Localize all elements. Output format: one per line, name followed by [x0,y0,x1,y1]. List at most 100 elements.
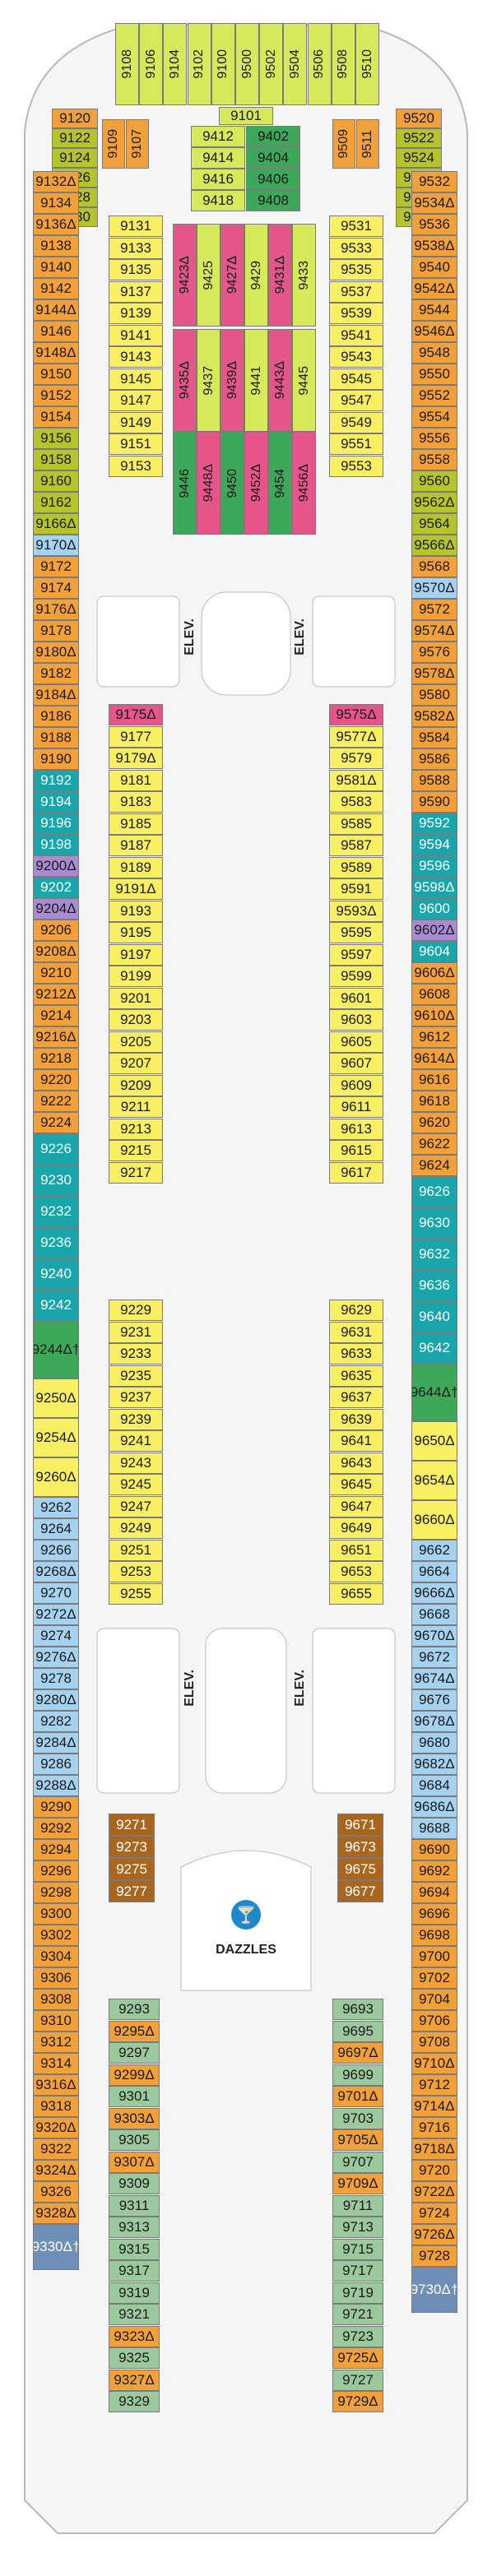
cabin-9727[interactable]: 9727 [332,2369,383,2391]
cabin-9188[interactable]: 9188 [33,727,79,748]
cabin-9617[interactable]: 9617 [329,1161,383,1184]
cabin-9198[interactable]: 9198 [33,834,79,855]
cabin-9108[interactable]: 9108 [115,23,139,105]
cabin-9232[interactable]: 9232 [33,1196,79,1227]
cabin-9676[interactable]: 9676 [411,1689,457,1711]
cabin-9611[interactable]: 9611 [329,1096,383,1118]
cabin-9429[interactable]: 9429 [244,224,268,327]
cabin-9707[interactable]: 9707 [332,2151,383,2173]
cabin-9654[interactable]: 9654Δ [411,1461,457,1500]
cabin-9322[interactable]: 9322 [33,2138,79,2160]
cabin-9647[interactable]: 9647 [329,1495,383,1517]
cabin-9509[interactable]: 9509 [332,119,355,169]
cabin-9670[interactable]: 9670Δ [411,1625,457,1647]
cabin-9150[interactable]: 9150 [33,364,79,385]
cabin-9542[interactable]: 9542Δ [411,278,457,299]
cabin-9441[interactable]: 9441 [244,329,268,432]
cabin-9713[interactable]: 9713 [332,2217,383,2238]
cabin-9612[interactable]: 9612 [411,1026,457,1048]
cabin-9147[interactable]: 9147 [109,390,163,411]
cabin-9271[interactable]: 9271 [109,1814,155,1836]
cabin-9199[interactable]: 9199 [109,966,163,987]
cabin-9302[interactable]: 9302 [33,1925,79,1946]
cabin-9698[interactable]: 9698 [411,1925,457,1946]
cabin-9176[interactable]: 9176Δ [33,599,79,620]
cabin-9192[interactable]: 9192 [33,770,79,791]
cabin-9425[interactable]: 9425 [197,224,220,327]
cabin-9595[interactable]: 9595 [329,922,383,943]
cabin-9320[interactable]: 9320Δ [33,2117,79,2138]
cabin-9693[interactable]: 9693 [332,1999,383,2020]
cabin-9237[interactable]: 9237 [109,1387,163,1408]
cabin-9314[interactable]: 9314 [33,2053,79,2074]
cabin-9249[interactable]: 9249 [109,1517,163,1539]
cabin-9307[interactable]: 9307Δ [109,2151,160,2173]
cabin-9182[interactable]: 9182 [33,663,79,684]
cabin-9570[interactable]: 9570Δ [411,577,457,599]
cabin-9189[interactable]: 9189 [109,856,163,878]
cabin-9697[interactable]: 9697Δ [332,2042,383,2064]
cabin-9655[interactable]: 9655 [329,1582,383,1605]
cabin-9226[interactable]: 9226 [33,1133,79,1165]
cabin-9326[interactable]: 9326 [33,2181,79,2203]
cabin-9408[interactable]: 9408 [246,190,300,211]
cabin-9433[interactable]: 9433 [292,224,316,327]
cabin-9680[interactable]: 9680 [411,1732,457,1754]
cabin-9220[interactable]: 9220 [33,1069,79,1091]
cabin-9207[interactable]: 9207 [109,1053,163,1074]
cabin-9277[interactable]: 9277 [109,1880,155,1902]
cabin-9194[interactable]: 9194 [33,791,79,813]
cabin-9614[interactable]: 9614Δ [411,1048,457,1069]
cabin-9301[interactable]: 9301 [109,2086,160,2107]
cabin-9160[interactable]: 9160 [33,470,79,492]
cabin-9439[interactable]: 9439Δ [220,329,244,432]
cabin-9606[interactable]: 9606Δ [411,962,457,984]
cabin-9297[interactable]: 9297 [109,2042,160,2064]
cabin-9618[interactable]: 9618 [411,1091,457,1112]
cabin-9642[interactable]: 9642 [411,1332,457,1364]
cabin-9700[interactable]: 9700 [411,1946,457,1967]
cabin-9229[interactable]: 9229 [109,1300,163,1321]
cabin-9708[interactable]: 9708 [411,2032,457,2053]
cabin-9710[interactable]: 9710Δ [411,2053,457,2074]
cabin-9312[interactable]: 9312 [33,2032,79,2053]
cabin-9553[interactable]: 9553 [329,455,383,477]
cabin-9548[interactable]: 9548 [411,342,457,364]
cabin-9558[interactable]: 9558 [411,449,457,470]
cabin-9578[interactable]: 9578Δ [411,663,457,684]
cabin-9185[interactable]: 9185 [109,813,163,835]
cabin-9592[interactable]: 9592 [411,813,457,834]
cabin-9660[interactable]: 9660Δ [411,1500,457,1540]
cabin-9725[interactable]: 9725Δ [332,2347,383,2369]
cabin-9692[interactable]: 9692 [411,1860,457,1882]
cabin-9300[interactable]: 9300 [33,1903,79,1925]
cabin-9293[interactable]: 9293 [109,1999,160,2020]
cabin-9224[interactable]: 9224 [33,1112,79,1133]
cabin-9299[interactable]: 9299Δ [109,2064,160,2086]
cabin-9717[interactable]: 9717 [332,2260,383,2282]
cabin-9566[interactable]: 9566Δ [411,535,457,556]
cabin-9609[interactable]: 9609 [329,1074,383,1096]
cabin-9151[interactable]: 9151 [109,433,163,455]
cabin-9629[interactable]: 9629 [329,1300,383,1321]
cabin-9260[interactable]: 9260Δ [33,1457,79,1497]
cabin-9100[interactable]: 9100 [211,23,235,105]
cabin-9520[interactable]: 9520 [396,109,442,128]
cabin-9276[interactable]: 9276Δ [33,1647,79,1668]
cabin-9722[interactable]: 9722Δ [411,2181,457,2203]
cabin-9539[interactable]: 9539 [329,303,383,324]
cabin-9728[interactable]: 9728 [411,2245,457,2267]
cabin-9723[interactable]: 9723 [332,2325,383,2347]
cabin-9145[interactable]: 9145 [109,368,163,390]
cabin-9610[interactable]: 9610Δ [411,1005,457,1026]
cabin-9587[interactable]: 9587 [329,835,383,856]
cabin-9645[interactable]: 9645 [329,1474,383,1495]
cabin-9324[interactable]: 9324Δ [33,2160,79,2181]
cabin-9318[interactable]: 9318 [33,2096,79,2117]
cabin-9702[interactable]: 9702 [411,1967,457,1989]
cabin-9254[interactable]: 9254Δ [33,1418,79,1457]
cabin-9208[interactable]: 9208Δ [33,941,79,962]
cabin-9183[interactable]: 9183 [109,791,163,813]
cabin-9170[interactable]: 9170Δ [33,535,79,556]
cabin-9202[interactable]: 9202 [33,877,79,898]
